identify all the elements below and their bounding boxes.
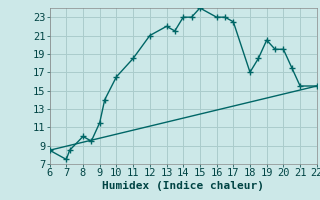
X-axis label: Humidex (Indice chaleur): Humidex (Indice chaleur) xyxy=(102,181,264,191)
